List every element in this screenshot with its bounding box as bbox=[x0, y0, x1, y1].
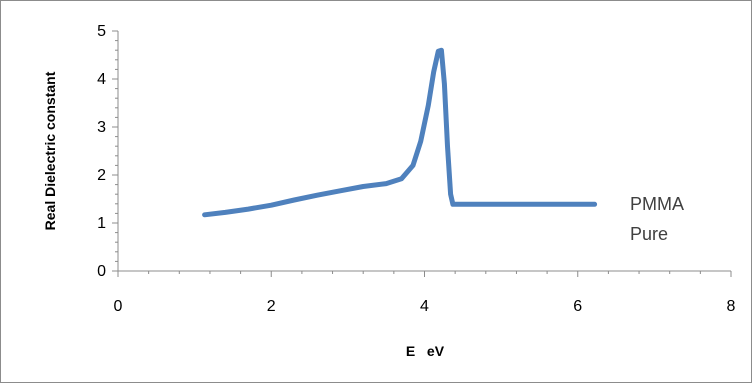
x-tick-label: 6 bbox=[573, 298, 582, 315]
y-tick-label: 2 bbox=[97, 167, 106, 184]
x-tick-label: 0 bbox=[114, 298, 123, 315]
series-line-0 bbox=[202, 47, 598, 218]
x-axis-title: E eV bbox=[406, 343, 445, 359]
legend: PMMA Pure bbox=[630, 194, 684, 244]
x-tick-label: 2 bbox=[267, 298, 276, 315]
y-axis-title: Real Dielectric constant bbox=[42, 71, 58, 230]
y-tick-label: 4 bbox=[97, 71, 106, 88]
series-group bbox=[202, 47, 598, 218]
x-tick-label: 4 bbox=[420, 298, 429, 315]
y-tick-label: 0 bbox=[97, 263, 106, 280]
ticks: 0 1 2 3 4 5 0 2 4 6 8 bbox=[97, 23, 735, 315]
x-tick-label: 8 bbox=[727, 298, 736, 315]
y-tick-label: 5 bbox=[97, 23, 106, 40]
legend-label-line-1: PMMA bbox=[630, 194, 684, 214]
y-tick-label: 1 bbox=[97, 215, 106, 232]
y-tick-label: 3 bbox=[97, 119, 106, 136]
legend-label-line-2: Pure bbox=[630, 224, 668, 244]
